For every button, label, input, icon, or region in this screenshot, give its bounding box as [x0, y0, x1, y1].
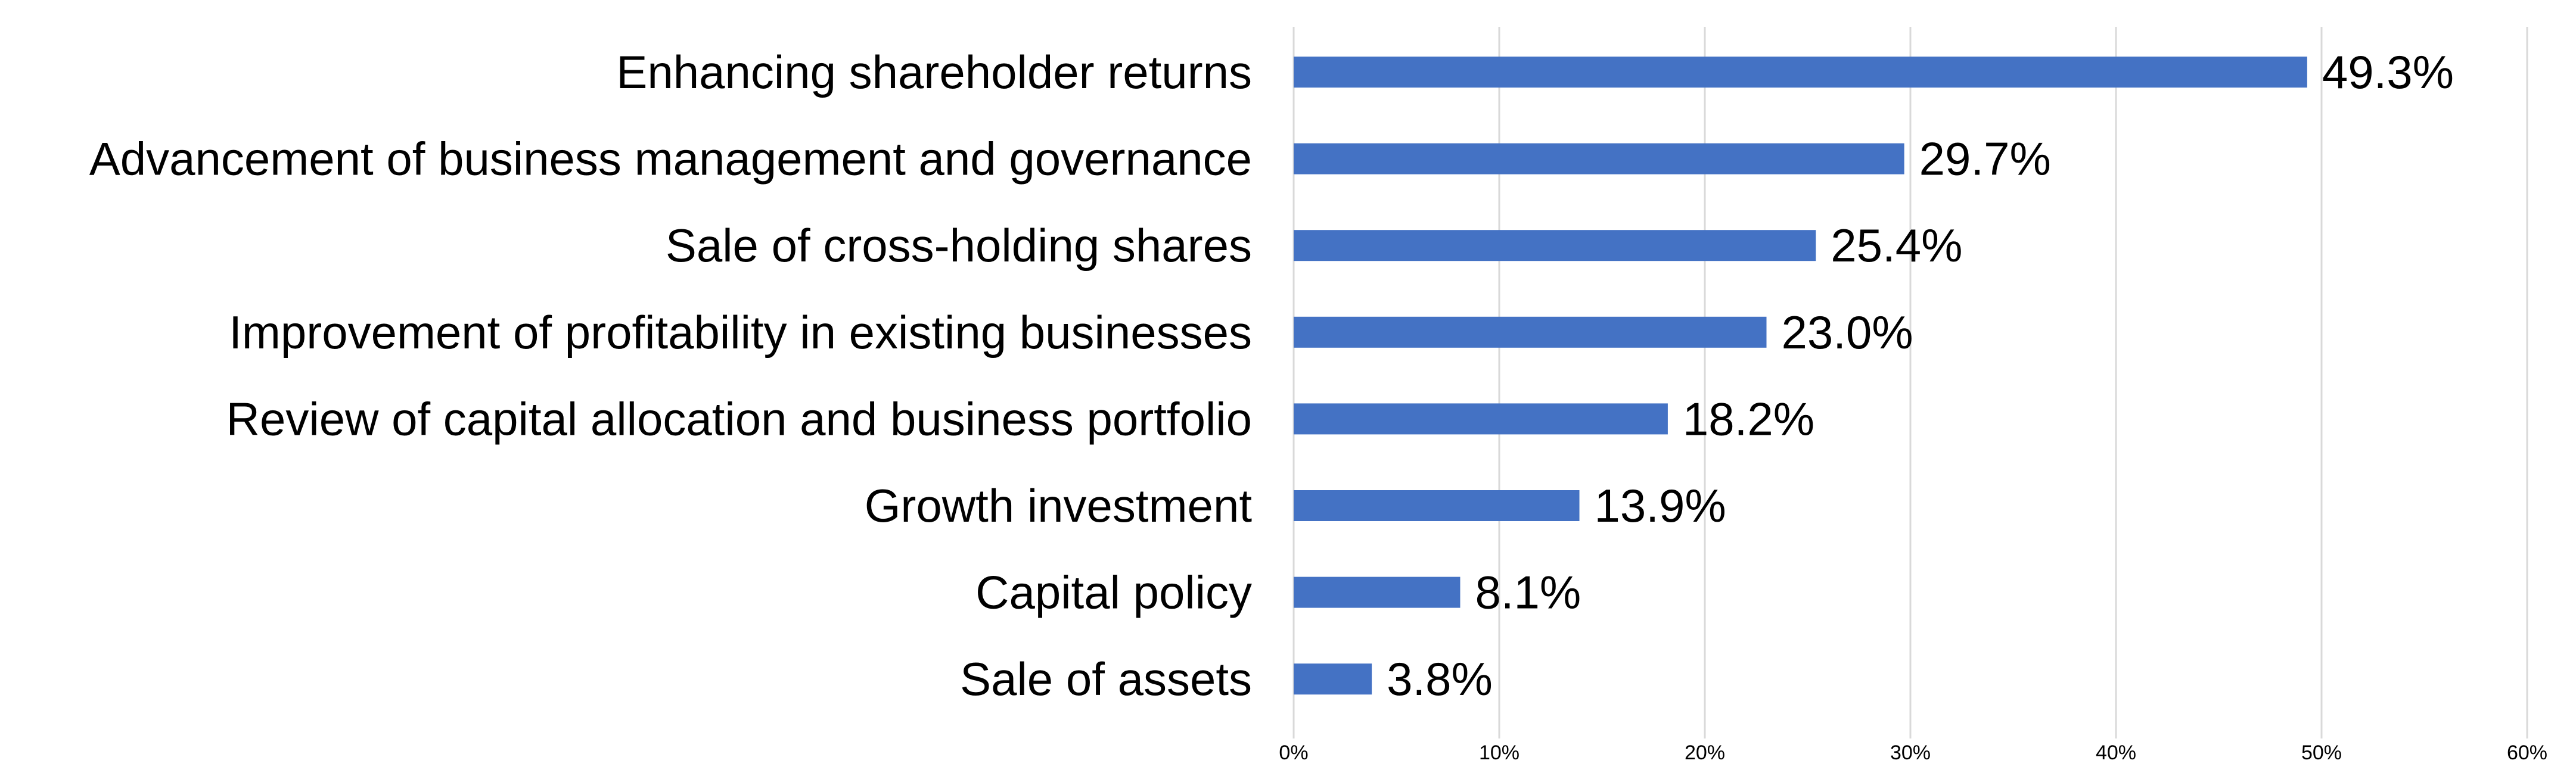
x-axis-ticks: 0% 10% 20% 30% 40% 50% 60% [1279, 741, 2547, 764]
x-tick-label: 60% [2507, 741, 2547, 764]
bar [1294, 490, 1580, 521]
bar [1294, 576, 1461, 608]
data-label: 18.2% [1683, 392, 1814, 445]
bar [1294, 403, 1668, 435]
x-tick-label: 20% [1685, 741, 1725, 764]
data-label: 3.8% [1387, 653, 1493, 705]
x-tick-label: 40% [2096, 741, 2136, 764]
data-label: 29.7% [1919, 133, 2051, 185]
gridlines [1292, 27, 2528, 738]
category-labels: Enhancing shareholder returns Advancement… [89, 46, 1253, 705]
bar [1294, 230, 1816, 261]
category-label: Review of capital allocation and busines… [226, 392, 1252, 445]
bar [1294, 143, 1904, 174]
category-label: Sale of cross-holding shares [666, 219, 1252, 272]
category-label: Sale of assets [960, 653, 1252, 705]
category-label: Enhancing shareholder returns [616, 46, 1252, 98]
data-label: 25.4% [1831, 219, 1962, 272]
bar [1294, 663, 1372, 695]
category-label: Improvement of profitability in existing… [229, 306, 1252, 359]
value-labels: 49.3% 29.7% 25.4% 23.0% 18.2% 13.9% 8.1% 3.8% [1387, 46, 2454, 705]
x-tick-label: 10% [1479, 741, 1520, 764]
x-tick-label: 50% [2301, 741, 2342, 764]
data-label: 23.0% [1782, 306, 1913, 359]
bar [1294, 57, 2307, 88]
x-tick-label: 0% [1279, 741, 1308, 764]
bars [1294, 57, 2307, 695]
bar [1294, 316, 1767, 348]
category-label: Capital policy [975, 566, 1252, 619]
category-label: Advancement of business management and g… [89, 133, 1252, 185]
data-label: 49.3% [2322, 46, 2454, 98]
x-tick-label: 30% [1890, 741, 1931, 764]
category-label: Growth investment [865, 479, 1253, 532]
data-label: 13.9% [1595, 479, 1726, 532]
data-label: 8.1% [1475, 566, 1581, 619]
